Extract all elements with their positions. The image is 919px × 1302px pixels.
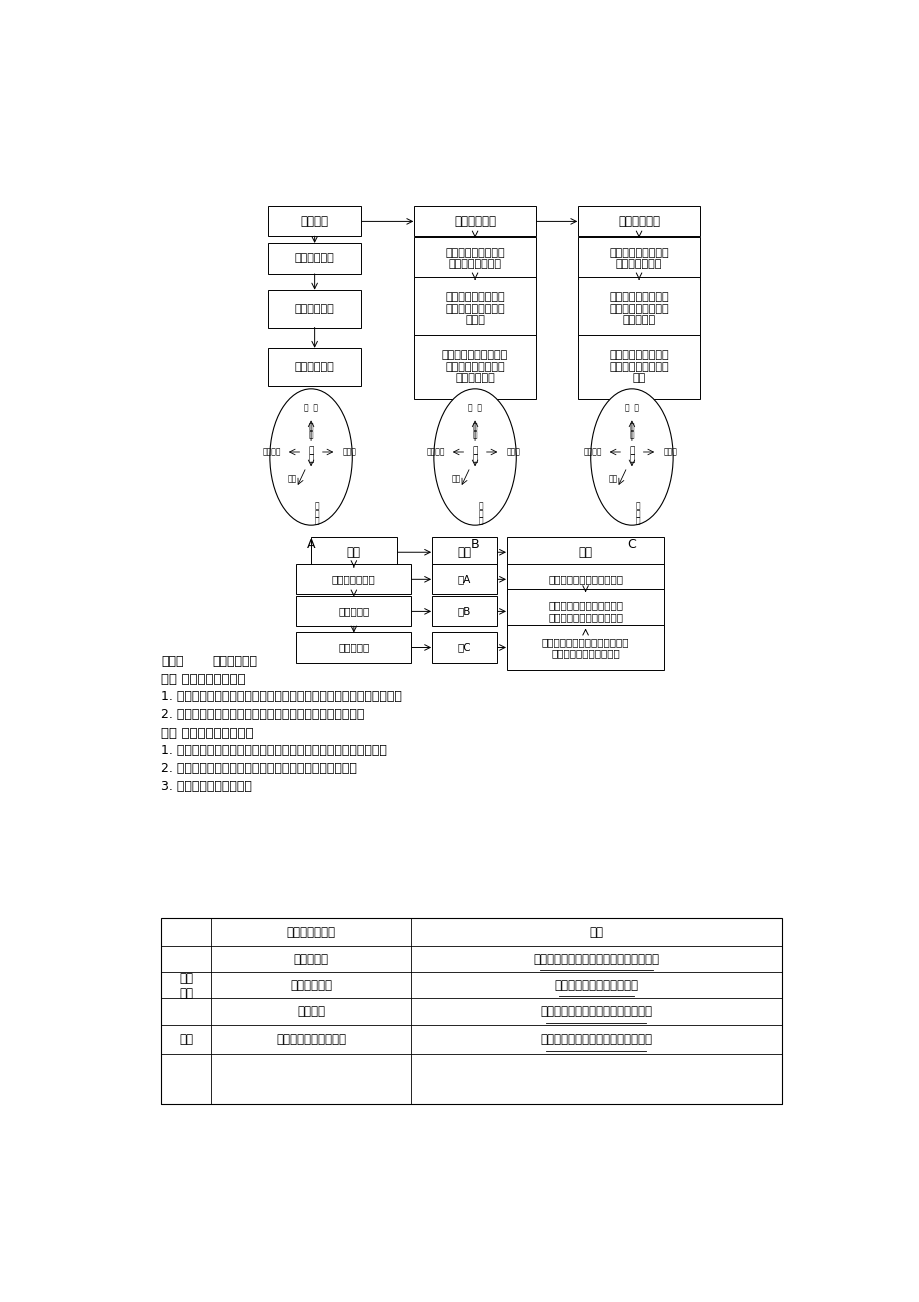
Text: 人地关系全面呈现不
协调，人地矛盾迅速
激化: 人地关系全面呈现不 协调，人地矛盾迅速 激化 <box>608 350 668 383</box>
Text: 废弃物: 废弃物 <box>663 448 677 457</box>
Text: 利用率低、浪费严重、资源分布不均: 利用率低、浪费严重、资源分布不均 <box>539 1005 652 1018</box>
Text: 物质的量: 物质的量 <box>263 448 281 457</box>
FancyBboxPatch shape <box>431 596 496 626</box>
FancyBboxPatch shape <box>267 206 361 237</box>
Text: 资源
短缺: 资源 短缺 <box>179 971 193 1000</box>
Text: 环
决
境: 环 决 境 <box>314 501 319 526</box>
Text: 直面环境问题: 直面环境问题 <box>212 655 257 668</box>
Text: 社会: 社会 <box>288 474 297 483</box>
Text: C: C <box>627 538 636 551</box>
FancyBboxPatch shape <box>577 237 699 280</box>
Ellipse shape <box>269 389 352 525</box>
Text: 环  境: 环 境 <box>304 404 318 413</box>
FancyBboxPatch shape <box>267 289 361 328</box>
Ellipse shape <box>590 389 673 525</box>
Text: 社会: 社会 <box>608 474 618 483</box>
Text: 科学和技术突飞猛进，
人类攫取自然资源的
能力空前提高: 科学和技术突飞猛进， 人类攫取自然资源的 能力空前提高 <box>441 350 507 383</box>
FancyBboxPatch shape <box>577 276 699 341</box>
Text: 图示: 图示 <box>457 546 471 559</box>
Text: 决
定: 决 定 <box>309 423 313 440</box>
Text: 人口迅速增长，大规
模开发利用土地、水
等资源: 人口迅速增长，大规 模开发利用土地、水 等资源 <box>445 292 505 326</box>
Text: 一、 人类与环境的关系: 一、 人类与环境的关系 <box>161 673 245 686</box>
Text: 人类与环境保持着一
种原始平衡关系: 人类与环境保持着一 种原始平衡关系 <box>608 247 668 270</box>
Text: 图A: 图A <box>457 574 471 585</box>
Text: 土地资源短缺: 土地资源短缺 <box>289 979 332 992</box>
Text: 开
发: 开 发 <box>472 423 477 440</box>
Text: 工业革命以来: 工业革命以来 <box>294 362 335 372</box>
FancyBboxPatch shape <box>414 206 536 237</box>
Text: 合理、适度、有效地改造自然，
谋求人地关系的合谐统一: 合理、适度、有效地改造自然， 谋求人地关系的合谐统一 <box>541 637 629 659</box>
Bar <box>161 918 781 1104</box>
Text: 环
影
境: 环 影 境 <box>635 501 640 526</box>
Text: 影
响: 影 响 <box>629 423 633 440</box>
Text: 人
类: 人 类 <box>471 447 477 464</box>
FancyBboxPatch shape <box>506 564 664 594</box>
Text: 人地关系特点: 人地关系特点 <box>618 215 659 228</box>
Text: 人类与环境的对抗性
明显增强，人地关系
开始不协调: 人类与环境的对抗性 明显增强，人地关系 开始不协调 <box>608 292 668 326</box>
Text: A: A <box>307 538 315 551</box>
Text: 环境问题的表现: 环境问题的表现 <box>286 926 335 939</box>
Text: 农业文明时期: 农业文明时期 <box>294 303 335 314</box>
Text: 废弃物: 废弃物 <box>506 448 520 457</box>
FancyBboxPatch shape <box>577 206 699 237</box>
FancyBboxPatch shape <box>311 538 397 568</box>
Text: 能源短缺: 能源短缺 <box>297 1005 324 1018</box>
Text: 1. 人类的生存和发展要占据一定环境空间，从环境中获取物质和能量。: 1. 人类的生存和发展要占据一定环境空间，从环境中获取物质和能量。 <box>161 690 402 703</box>
Text: 人
类: 人 类 <box>308 447 313 464</box>
FancyBboxPatch shape <box>414 237 536 280</box>
Text: 图C: 图C <box>457 642 471 652</box>
Text: 认识、改造自然的能力很低: 认识、改造自然的能力很低 <box>548 574 622 585</box>
FancyBboxPatch shape <box>506 590 664 634</box>
Text: 人类活动特点: 人类活动特点 <box>454 215 495 228</box>
Text: 考点二: 考点二 <box>161 655 184 668</box>
Text: 废弃物: 废弃物 <box>343 448 357 457</box>
FancyBboxPatch shape <box>296 596 411 626</box>
Text: 二、 环境问题产生的原因: 二、 环境问题产生的原因 <box>161 727 254 740</box>
FancyBboxPatch shape <box>506 625 664 669</box>
Text: 3. 环境问题的表现与成因: 3. 环境问题的表现与成因 <box>161 780 252 793</box>
Text: 环
开
发: 环 开 发 <box>478 501 482 526</box>
Ellipse shape <box>434 389 516 525</box>
Text: 采集、渔猎为主，改
造环境的能力微弱: 采集、渔猎为主，改 造环境的能力微弱 <box>445 247 505 270</box>
FancyBboxPatch shape <box>506 538 664 568</box>
FancyBboxPatch shape <box>296 564 411 594</box>
Text: 地理环境决定论: 地理环境决定论 <box>332 574 375 585</box>
Text: 2. 人类向环境排放废弃物的数量超过了环境的自净能力。: 2. 人类向环境排放废弃物的数量超过了环境的自净能力。 <box>161 762 357 775</box>
Text: 人地伙伴论: 人地伙伴论 <box>338 642 369 652</box>
FancyBboxPatch shape <box>431 564 496 594</box>
Text: 物质的量: 物质的量 <box>426 448 445 457</box>
FancyBboxPatch shape <box>296 633 411 663</box>
Text: 滥垦、滥伐、滥牧，自然植被遭破坏: 滥垦、滥伐、滥牧，自然植被遭破坏 <box>539 1032 652 1046</box>
FancyBboxPatch shape <box>577 335 699 398</box>
Text: 水土流失、土地荒漠化: 水土流失、土地荒漠化 <box>276 1032 346 1046</box>
Text: 环  境: 环 境 <box>468 404 482 413</box>
Text: 水资源短缺: 水资源短缺 <box>293 953 328 966</box>
Text: 人类中心论: 人类中心论 <box>338 607 369 616</box>
Text: 环  境: 环 境 <box>624 404 638 413</box>
Text: 生态退耕、建设占地增加等: 生态退耕、建设占地增加等 <box>553 979 638 992</box>
Text: 历史阶段: 历史阶段 <box>301 215 328 228</box>
Text: 采集渔猎时代: 采集渔猎时代 <box>294 254 335 263</box>
Text: 生态: 生态 <box>179 1032 193 1046</box>
FancyBboxPatch shape <box>267 243 361 275</box>
Text: 社会: 社会 <box>451 474 460 483</box>
FancyBboxPatch shape <box>431 538 496 568</box>
Text: 盲目追求征服自然，忽略了
地理环境对人类社会的影响: 盲目追求征服自然，忽略了 地理环境对人类社会的影响 <box>548 600 622 622</box>
Text: 表现: 表现 <box>578 546 592 559</box>
Text: 2. 人的新陈代谢和人类消费活动的废弃物要排放到环境中。: 2. 人的新陈代谢和人类消费活动的废弃物要排放到环境中。 <box>161 708 364 721</box>
Text: 图B: 图B <box>457 607 471 616</box>
Text: 原因: 原因 <box>589 926 603 939</box>
Text: 1. 向环境索取资源的速度超过了资源本身及其替代品的再生速度。: 1. 向环境索取资源的速度超过了资源本身及其替代品的再生速度。 <box>161 743 387 756</box>
FancyBboxPatch shape <box>431 633 496 663</box>
Text: 思想: 思想 <box>346 546 360 559</box>
FancyBboxPatch shape <box>414 335 536 398</box>
Text: 人
类: 人 类 <box>629 447 634 464</box>
Text: 物质的量: 物质的量 <box>584 448 602 457</box>
FancyBboxPatch shape <box>267 348 361 385</box>
Text: 水质污染、工农业生产用水量大及降水少: 水质污染、工农业生产用水量大及降水少 <box>533 953 659 966</box>
Text: B: B <box>471 538 479 551</box>
FancyBboxPatch shape <box>414 276 536 341</box>
